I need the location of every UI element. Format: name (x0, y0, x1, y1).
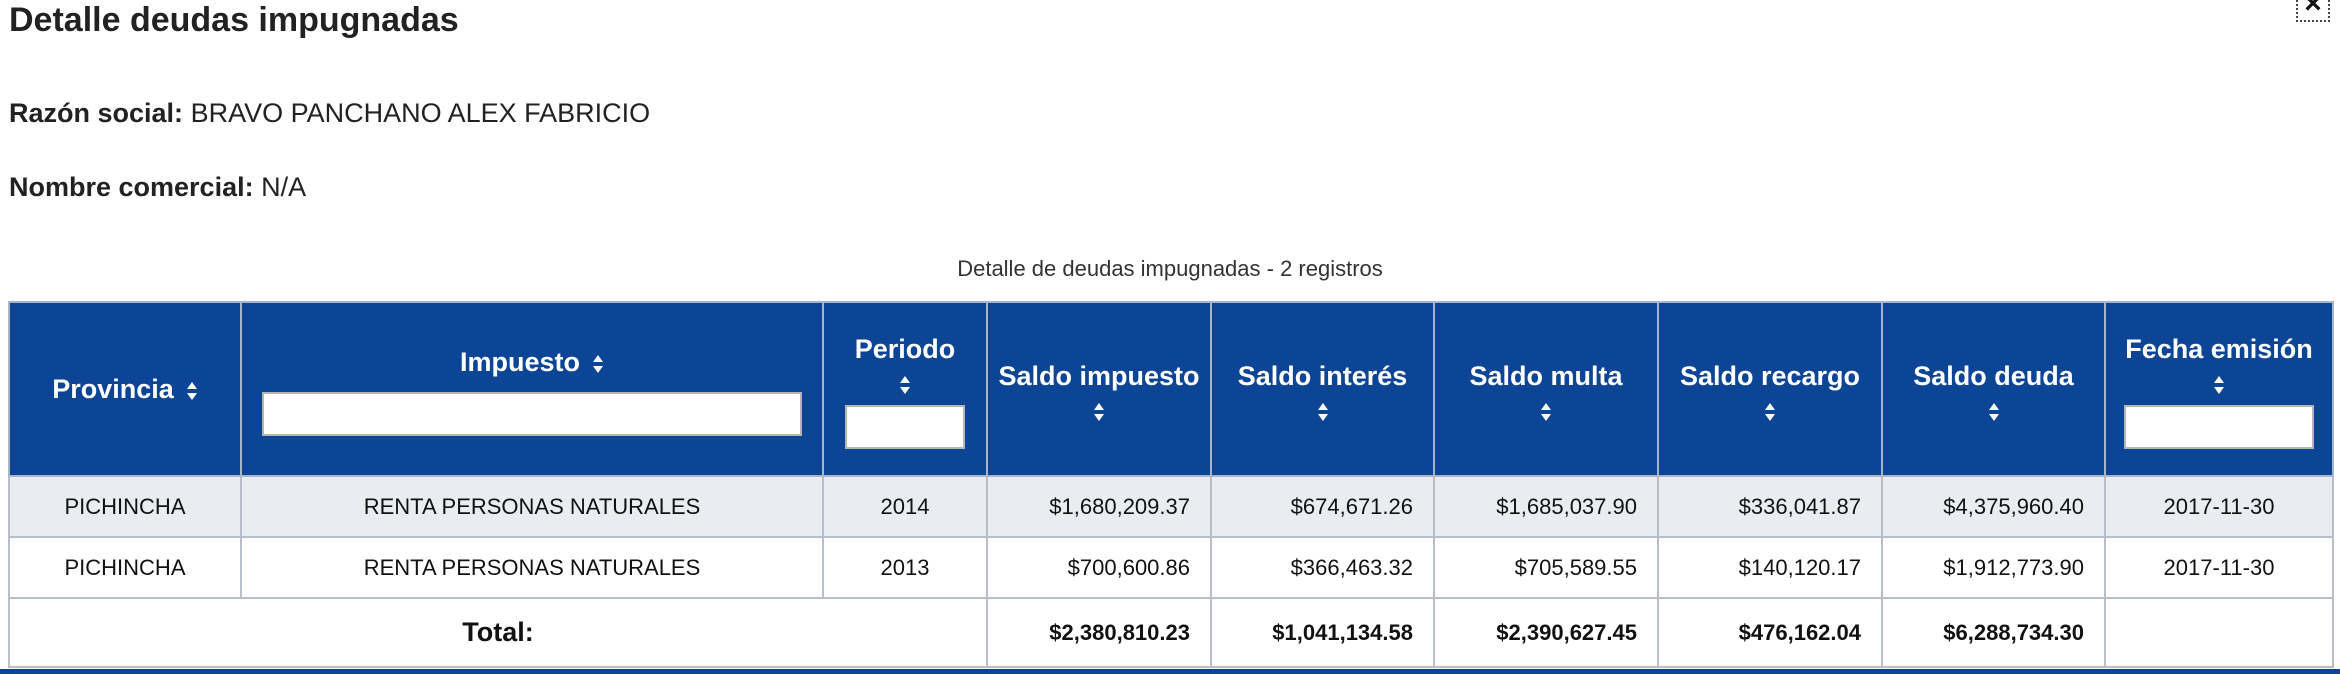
table-caption: Detalle de deudas impugnadas - 2 registr… (957, 256, 1383, 281)
sort-icon[interactable] (1317, 402, 1329, 422)
col-header-saldo-multa-label: Saldo multa (1469, 361, 1623, 391)
sort-icon[interactable] (2213, 375, 2225, 395)
col-header-saldo-interes-label: Saldo interés (1237, 361, 1408, 391)
total-saldo-multa: $2,390,627.45 (1433, 597, 1659, 668)
sort-icon[interactable] (1093, 402, 1105, 422)
col-header-provincia-label: Provincia (52, 374, 174, 404)
impuesto-filter-input[interactable] (262, 392, 802, 436)
total-fecha-emision-empty (2104, 597, 2334, 668)
nombre-comercial: Nombre comercial: N/A (9, 170, 306, 204)
col-header-periodo[interactable]: Periodo (822, 301, 988, 477)
cell-provincia: PICHINCHA (8, 475, 242, 538)
cell-saldo-deuda: $1,912,773.90 (1881, 536, 2106, 599)
deudas-table: Provincia Impuesto Periodo Saldo impuest… (8, 301, 2334, 668)
total-saldo-recargo: $476,162.04 (1657, 597, 1883, 668)
razon-social-value: BRAVO PANCHANO ALEX FABRICIO (190, 98, 651, 128)
total-saldo-interes: $1,041,134.58 (1210, 597, 1435, 668)
col-header-provincia[interactable]: Provincia (8, 301, 242, 477)
sort-icon[interactable] (186, 381, 198, 401)
total-row: Total: $2,380,810.23 $1,041,134.58 $2,39… (8, 597, 2334, 668)
col-header-fecha-emision[interactable]: Fecha emisión (2104, 301, 2334, 477)
col-header-saldo-deuda[interactable]: Saldo deuda (1881, 301, 2106, 477)
cell-periodo: 2014 (822, 475, 988, 538)
close-button[interactable]: × (2296, 0, 2330, 22)
cell-saldo-deuda: $4,375,960.40 (1881, 475, 2106, 538)
razon-social-label: Razón social: (9, 98, 184, 128)
col-header-fecha-emision-label: Fecha emisión (2125, 334, 2313, 364)
cell-provincia: PICHINCHA (8, 536, 242, 599)
col-header-impuesto-label: Impuesto (459, 347, 580, 377)
fecha-emision-filter-input[interactable] (2124, 405, 2314, 449)
cell-saldo-multa: $705,589.55 (1433, 536, 1659, 599)
cell-saldo-multa: $1,685,037.90 (1433, 475, 1659, 538)
sort-icon[interactable] (1540, 402, 1552, 422)
cell-impuesto: RENTA PERSONAS NATURALES (240, 536, 824, 599)
nombre-comercial-label: Nombre comercial: (9, 172, 254, 202)
cell-saldo-recargo: $336,041.87 (1657, 475, 1883, 538)
razon-social: Razón social: BRAVO PANCHANO ALEX FABRIC… (9, 96, 650, 130)
col-header-saldo-recargo-label: Saldo recargo (1679, 361, 1861, 391)
sort-icon[interactable] (899, 375, 911, 395)
sort-icon[interactable] (592, 354, 604, 374)
sort-icon[interactable] (1988, 402, 2000, 422)
col-header-saldo-recargo[interactable]: Saldo recargo (1657, 301, 1883, 477)
table-row[interactable]: PICHINCHA RENTA PERSONAS NATURALES 2013 … (8, 536, 2334, 599)
col-header-saldo-multa[interactable]: Saldo multa (1433, 301, 1659, 477)
cell-saldo-impuesto: $1,680,209.37 (986, 475, 1212, 538)
periodo-filter-input[interactable] (845, 405, 965, 449)
cell-saldo-interes: $674,671.26 (1210, 475, 1435, 538)
col-header-saldo-impuesto[interactable]: Saldo impuesto (986, 301, 1212, 477)
nombre-comercial-value: N/A (261, 172, 307, 202)
col-header-saldo-impuesto-label: Saldo impuesto (998, 361, 1200, 391)
cell-fecha-emision: 2017-11-30 (2104, 536, 2334, 599)
col-header-saldo-deuda-label: Saldo deuda (1913, 361, 2074, 391)
total-label: Total: (8, 597, 988, 668)
cell-periodo: 2013 (822, 536, 988, 599)
col-header-saldo-interes[interactable]: Saldo interés (1210, 301, 1435, 477)
cell-saldo-interes: $366,463.32 (1210, 536, 1435, 599)
cell-fecha-emision: 2017-11-30 (2104, 475, 2334, 538)
cell-saldo-impuesto: $700,600.86 (986, 536, 1212, 599)
bottom-bar (0, 669, 2340, 674)
total-saldo-deuda: $6,288,734.30 (1881, 597, 2106, 668)
header-row: Provincia Impuesto Periodo Saldo impuest… (8, 301, 2334, 477)
modal-title: Detalle deudas impugnadas (9, 1, 459, 39)
sort-icon[interactable] (1764, 402, 1776, 422)
table-row[interactable]: PICHINCHA RENTA PERSONAS NATURALES 2014 … (8, 475, 2334, 538)
col-header-impuesto[interactable]: Impuesto (240, 301, 824, 477)
cell-impuesto: RENTA PERSONAS NATURALES (240, 475, 824, 538)
col-header-periodo-label: Periodo (854, 334, 956, 364)
cell-saldo-recargo: $140,120.17 (1657, 536, 1883, 599)
total-saldo-impuesto: $2,380,810.23 (986, 597, 1212, 668)
